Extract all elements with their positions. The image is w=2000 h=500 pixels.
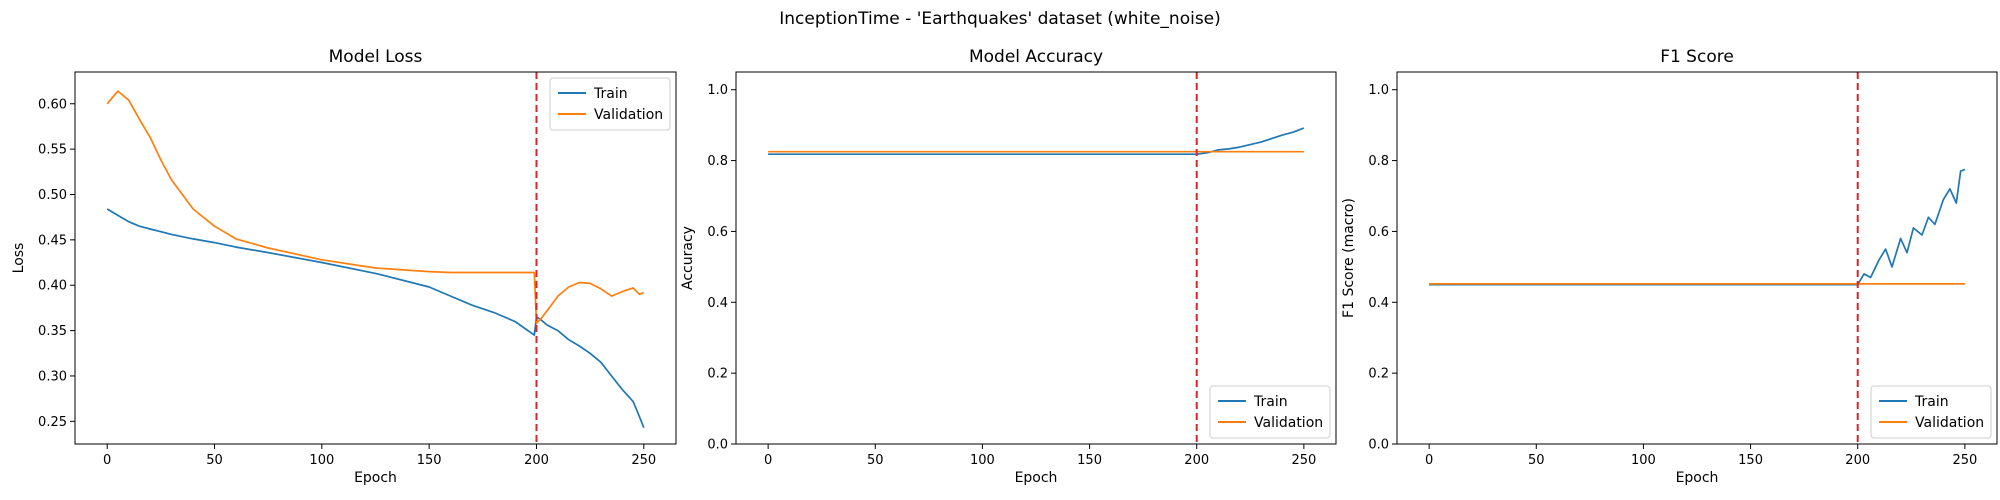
- x-axis-label: Epoch: [1676, 470, 1719, 486]
- y-tick-label: 1.0: [707, 83, 728, 98]
- y-tick-label: 0.30: [38, 369, 67, 384]
- x-tick-label: 250: [631, 453, 656, 468]
- x-tick-label: 50: [206, 453, 223, 468]
- chart-title: Model Accuracy: [969, 47, 1103, 67]
- y-axis-label: Loss: [11, 243, 27, 274]
- series-line-validation: [106, 90, 645, 325]
- y-tick-label: 0.60: [38, 97, 67, 112]
- y-tick-label: 0.0: [1368, 438, 1389, 453]
- axes-frame: [735, 71, 1337, 445]
- chart-panel-2: Model Accuracy 0 50 100 150 200 250 0.0 0.2 0.4 0.…: [680, 47, 1337, 486]
- x-tick-label: 150: [1738, 453, 1763, 468]
- y-tick-label: 0.4: [707, 296, 728, 311]
- y-tick-label: 0.35: [38, 324, 67, 339]
- legend-label: Train: [593, 86, 628, 102]
- y-tick-label: 0.6: [1368, 225, 1389, 240]
- y-tick-label: 0.0: [707, 438, 728, 453]
- x-tick-label: 0: [1425, 453, 1433, 468]
- y-tick-label: 0.2: [707, 367, 728, 382]
- chart-panel-1: Model Loss 0 50 100 150 200 250 0.25 0.30 0.35 0.4…: [11, 47, 677, 486]
- x-axis-label: Epoch: [1015, 470, 1058, 486]
- y-tick-label: 0.55: [38, 143, 67, 158]
- axes-frame: [74, 71, 677, 445]
- series-line-train: [768, 127, 1305, 156]
- legend-label: Train: [1914, 394, 1949, 410]
- legend-label: Validation: [594, 107, 663, 123]
- chart-title: Model Loss: [329, 47, 423, 67]
- x-tick-label: 100: [309, 453, 334, 468]
- x-tick-label: 250: [1291, 453, 1316, 468]
- series-line-train: [106, 208, 645, 429]
- legend-box: [1209, 385, 1331, 439]
- y-tick-label: 0.25: [38, 415, 67, 430]
- y-axis-label: Accuracy: [680, 226, 696, 290]
- y-tick-label: 1.0: [1368, 83, 1389, 98]
- y-axis-label: F1 Score (macro): [1341, 198, 1357, 318]
- x-tick-label: 150: [417, 453, 442, 468]
- y-tick-label: 0.2: [1368, 367, 1389, 382]
- axes-frame: [1396, 71, 1998, 445]
- legend-box: [1870, 385, 1992, 439]
- y-tick-label: 0.6: [707, 225, 728, 240]
- chart-title: F1 Score: [1660, 47, 1734, 67]
- x-tick-label: 0: [764, 453, 772, 468]
- x-tick-label: 200: [1845, 453, 1870, 468]
- legend-label: Train: [1253, 394, 1288, 410]
- x-tick-label: 0: [103, 453, 111, 468]
- y-tick-label: 0.8: [707, 154, 728, 169]
- legend: Train Validation: [549, 77, 671, 131]
- y-tick-label: 0.40: [38, 279, 67, 294]
- y-tick-label: 0.4: [1368, 296, 1389, 311]
- legend: Train Validation: [1209, 385, 1331, 439]
- figure-title: InceptionTime - 'Earthquakes' dataset (w…: [779, 9, 1221, 29]
- x-tick-label: 100: [970, 453, 995, 468]
- y-tick-label: 0.8: [1368, 154, 1389, 169]
- x-tick-label: 50: [867, 453, 884, 468]
- legend-label: Validation: [1915, 415, 1984, 431]
- chart-panel-3: F1 Score 0 50 100 150 200 250 0.0 0.2 0.4 0.6 0.8 1.…: [1341, 47, 1998, 486]
- x-tick-label: 250: [1952, 453, 1977, 468]
- legend-label: Validation: [1254, 415, 1323, 431]
- x-tick-label: 200: [1184, 453, 1209, 468]
- y-tick-label: 0.50: [38, 188, 67, 203]
- x-tick-label: 200: [524, 453, 549, 468]
- x-tick-label: 150: [1077, 453, 1102, 468]
- x-axis-label: Epoch: [354, 470, 397, 486]
- x-tick-label: 100: [1631, 453, 1656, 468]
- series-line-train: [1429, 168, 1966, 286]
- y-tick-label: 0.45: [38, 233, 67, 248]
- x-tick-label: 50: [1528, 453, 1545, 468]
- legend-box: [549, 77, 671, 131]
- legend: Train Validation: [1870, 385, 1992, 439]
